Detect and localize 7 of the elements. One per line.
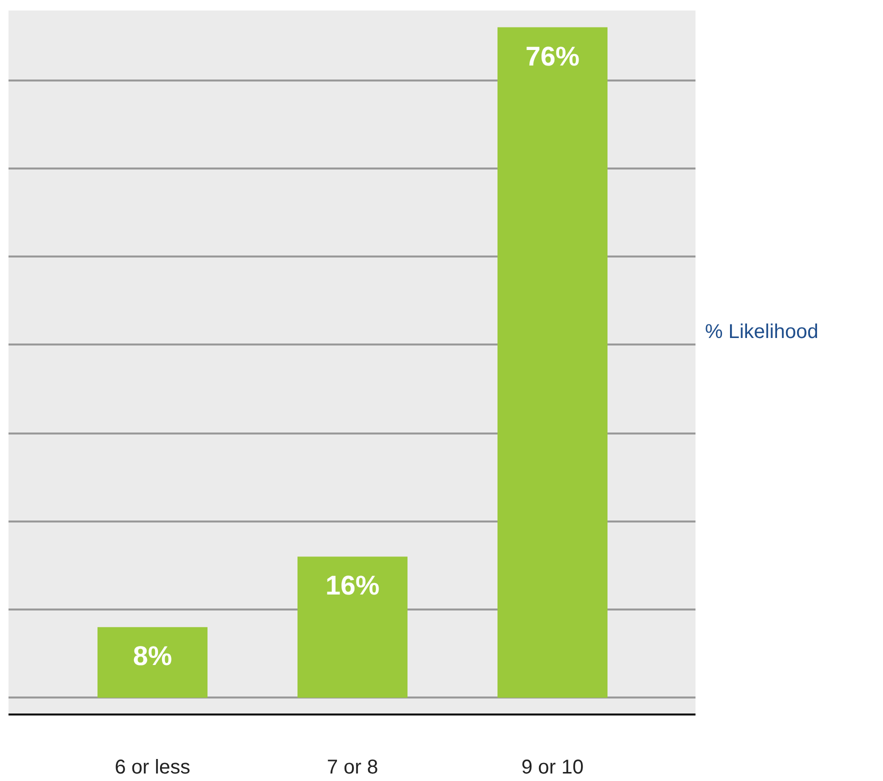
x-tick-label: 6 or less — [114, 756, 190, 778]
x-tick-label: 7 or 8 — [326, 756, 378, 778]
data-label: 8% — [132, 641, 172, 672]
data-label: 76% — [525, 41, 580, 72]
y-axis-title: % Likelihood — [705, 320, 818, 345]
data-label: 16% — [325, 570, 380, 601]
x-tick-label: 9 or 10 — [521, 756, 584, 778]
